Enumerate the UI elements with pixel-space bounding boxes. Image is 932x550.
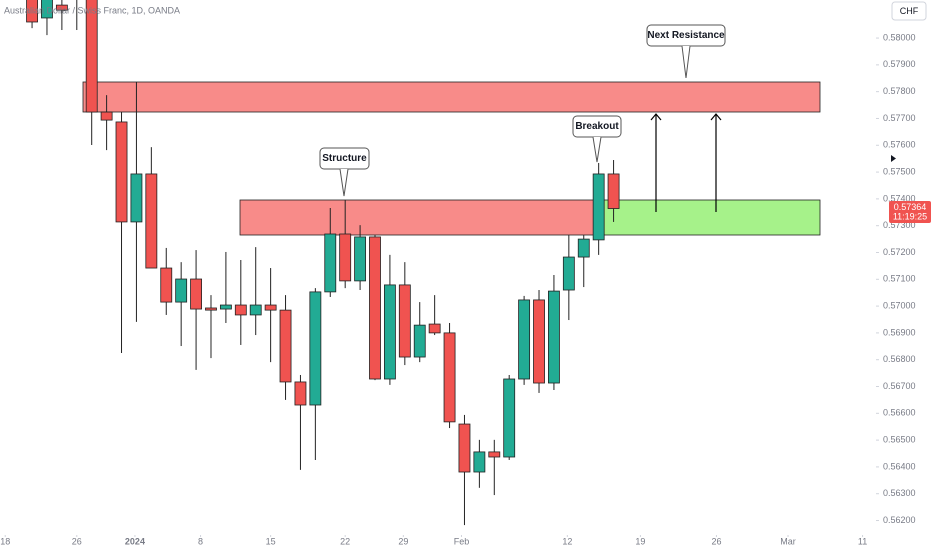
price-label-box xyxy=(889,201,931,223)
callout-pointer xyxy=(681,45,691,79)
candle-body xyxy=(145,173,158,269)
x-tick-label: 26 xyxy=(711,536,721,546)
x-tick-label: Mar xyxy=(780,536,796,546)
x-tick-label: 22 xyxy=(340,536,350,546)
y-tick-label: 0.57400 xyxy=(883,193,916,203)
candle-body xyxy=(533,299,545,384)
currency: CHF xyxy=(900,6,919,16)
candle-body xyxy=(473,451,486,473)
callout-pointer xyxy=(592,136,602,163)
candle-body xyxy=(592,173,605,241)
candle-body xyxy=(398,284,411,358)
y-tick-label: 0.56500 xyxy=(883,434,916,444)
arrow-head xyxy=(650,113,662,121)
x-tick-label: 11 xyxy=(858,536,867,546)
x-tick-label: 8 xyxy=(198,536,203,546)
candle-body xyxy=(55,4,68,11)
x-tick-label: 2024 xyxy=(125,536,145,546)
candle-body xyxy=(324,233,337,293)
y-tick-label: 0.57100 xyxy=(883,274,916,284)
candle-body xyxy=(41,0,53,19)
arrows xyxy=(650,113,722,212)
x-tick-label: 26 xyxy=(72,536,82,546)
candle-body xyxy=(443,332,456,423)
y-tick-label: 0.57900 xyxy=(883,59,916,69)
candle-body xyxy=(488,451,501,458)
chart-title: Australian Dollar / Swiss Franc, 1D, OAN… xyxy=(4,5,180,15)
y-tick-label: 0.56700 xyxy=(883,381,916,391)
candle-body xyxy=(85,0,98,113)
y-tick-label: 0.57500 xyxy=(883,166,916,176)
candle-body xyxy=(294,381,307,406)
x-tick-label: Feb xyxy=(454,536,470,546)
candle-body xyxy=(413,324,426,358)
candle-body xyxy=(115,121,128,223)
x-tick-label: 12 xyxy=(562,536,572,546)
y-tick-label: 0.56400 xyxy=(883,461,916,471)
y-tick-label: 0.56900 xyxy=(883,327,916,337)
zones xyxy=(82,81,821,236)
y-tick-label: 0.56200 xyxy=(883,515,916,525)
y-tick-label: 0.57200 xyxy=(883,247,916,257)
callout-label: Breakout xyxy=(575,121,619,132)
x-tick-label: 18 xyxy=(0,536,10,546)
support-zone xyxy=(596,199,821,236)
callout-label: Next Resistance xyxy=(647,30,725,41)
countdown: 11:19:25 xyxy=(893,211,927,221)
callout-pointer xyxy=(339,168,349,197)
callout-label: Structure xyxy=(322,153,367,164)
y-axis: 0.58000 0.57900 0.57800 0.57700 0.57600 0.575… xyxy=(876,32,916,525)
y-tick-label: 0.57700 xyxy=(883,113,916,123)
y-tick-label: 0.57800 xyxy=(883,86,916,96)
candle-body xyxy=(219,304,232,310)
candle-body xyxy=(234,304,247,316)
currency-box xyxy=(891,1,927,21)
y-tick-label: 0.56800 xyxy=(883,354,916,364)
candle-body xyxy=(205,307,217,311)
candle-body xyxy=(160,267,173,303)
last-price: 0.57364 xyxy=(894,202,927,212)
candle-body xyxy=(130,173,143,223)
candle-body xyxy=(383,284,396,380)
candle-body xyxy=(354,236,367,282)
candle-body xyxy=(562,256,575,291)
candle-body xyxy=(309,291,322,406)
candle-body xyxy=(279,309,292,383)
candle-body xyxy=(548,290,560,384)
candle-body xyxy=(175,278,188,303)
candle-body xyxy=(369,236,381,380)
y-tick-label: 0.58000 xyxy=(883,32,916,42)
candle-body xyxy=(518,299,531,380)
y-tick-label: 0.56300 xyxy=(883,488,916,498)
candle-body xyxy=(26,0,38,23)
x-axis: 18 26 2024 8 15 22 29 Feb 12 19 26 Mar 11 xyxy=(0,535,867,546)
callouts: Structure Breakout Next Resistance xyxy=(319,24,726,197)
candle-body xyxy=(428,323,441,334)
candle-body xyxy=(503,378,516,458)
candle-body xyxy=(339,233,352,282)
y-tick-label: 0.56600 xyxy=(883,408,916,418)
candle-body xyxy=(264,304,277,311)
y-tick-label: 0.57000 xyxy=(883,300,916,310)
structure-zone xyxy=(239,199,598,236)
candle-body xyxy=(607,173,620,209)
candle-body xyxy=(190,278,202,310)
arrow-head xyxy=(710,113,722,121)
x-tick-label: 29 xyxy=(398,536,408,546)
candle-body xyxy=(577,238,590,258)
candle-body xyxy=(100,111,113,121)
x-tick-label: 15 xyxy=(266,536,276,546)
resistance-zone xyxy=(82,81,821,113)
candle-body xyxy=(458,423,471,473)
marker xyxy=(891,155,896,162)
y-tick-label: 0.57300 xyxy=(883,220,916,230)
candles xyxy=(26,0,620,526)
y-tick-label: 0.57600 xyxy=(883,140,916,150)
x-tick-label: 19 xyxy=(635,536,645,546)
candle-body xyxy=(249,304,262,316)
